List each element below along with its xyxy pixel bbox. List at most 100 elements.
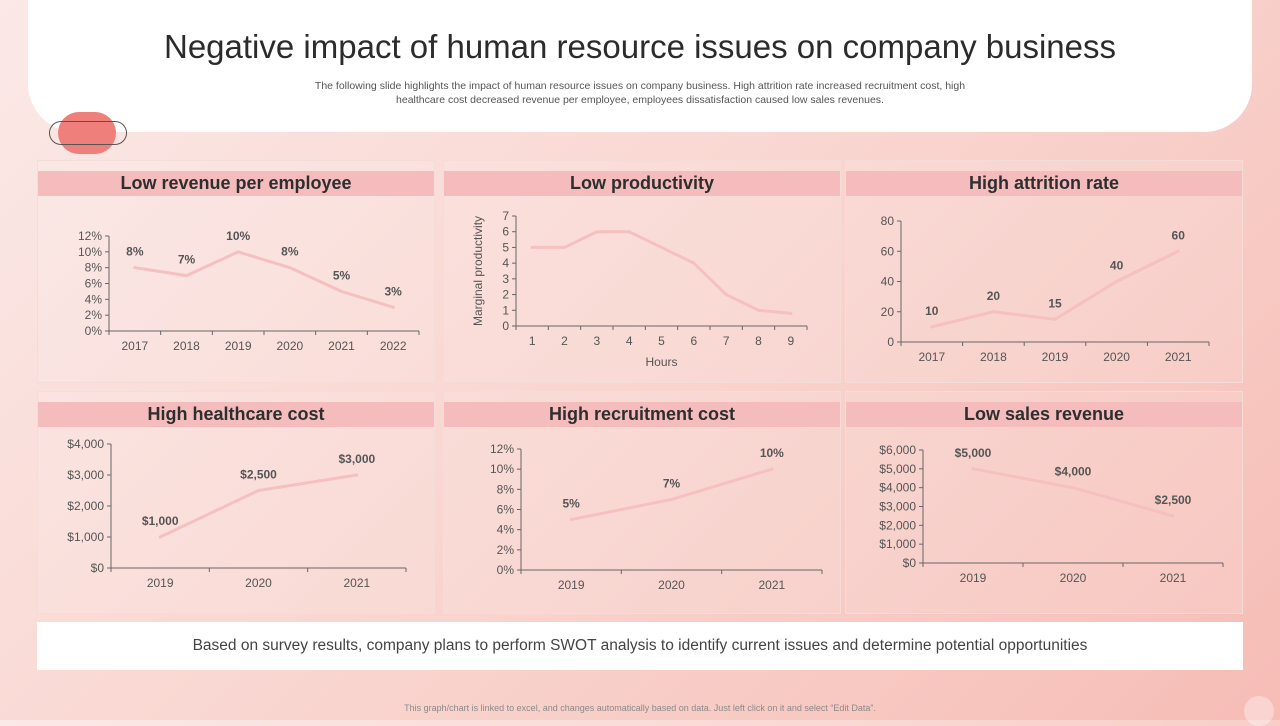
data-label: $3,000 <box>338 452 375 466</box>
x-tick-label: 2019 <box>1042 350 1069 364</box>
data-point <box>724 293 728 297</box>
chart-svg: 0 20 40 60 80 2017 2018 2019 2020 2021 10 20 15 40 60 <box>881 214 1210 364</box>
y-tick-label: 10% <box>490 462 514 476</box>
y-tick-label: 7 <box>502 209 509 223</box>
y-tick-label: $4,000 <box>879 481 916 495</box>
data-point <box>1071 486 1075 490</box>
data-label: 10 <box>925 304 939 318</box>
x-tick-label: 2019 <box>960 571 987 585</box>
data-label: $1,000 <box>142 514 179 528</box>
data-point <box>991 310 995 314</box>
chart-panel-healthcare: High healthcare cost $0 $1,000 $2,000 $3,00… <box>37 391 435 614</box>
data-label: 3% <box>384 284 402 298</box>
x-tick-label: 2019 <box>225 339 252 353</box>
series-line <box>530 230 793 315</box>
data-point <box>257 489 260 492</box>
y-tick-label: 5 <box>502 240 509 254</box>
chart-panel-revenue: Low revenue per employee 0% 2% 4% 6% 8% 10% 12… <box>37 160 435 383</box>
decorative-pill-outline <box>49 121 127 145</box>
data-point <box>670 497 673 501</box>
data-point <box>789 311 793 315</box>
header-card <box>28 0 1252 132</box>
data-label: 5% <box>333 268 351 282</box>
x-tick-label: 1 <box>529 334 536 348</box>
y-tick-label: $6,000 <box>879 443 916 457</box>
x-tick-label: 7 <box>723 334 730 348</box>
panel-title: High recruitment cost <box>444 402 840 427</box>
data-label: $5,000 <box>955 446 992 460</box>
data-label: 15 <box>1048 296 1062 310</box>
data-point <box>530 245 534 249</box>
y-tick-label: 1 <box>502 303 509 317</box>
data-point <box>1053 317 1057 321</box>
footnote: This graph/chart is linked to excel, and… <box>404 703 876 713</box>
data-label: 20 <box>987 289 1001 303</box>
y-tick-label: 8% <box>497 482 515 496</box>
data-label: 10% <box>226 229 250 243</box>
data-point <box>391 305 395 309</box>
data-label: 10% <box>760 446 784 460</box>
y-tick-label: $1,000 <box>67 530 104 544</box>
y-tick-label: 8% <box>85 261 103 275</box>
data-point <box>158 535 162 539</box>
y-tick-label: $0 <box>91 561 105 575</box>
chart-svg: $0 $1,000 $2,000 $3,000 $4,000 $5,000 $6,000 20… <box>879 443 1224 585</box>
y-tick-label: 80 <box>881 214 895 228</box>
x-tick-label: 2019 <box>147 576 174 590</box>
series-line <box>930 249 1180 329</box>
page-subtitle: The following slide highlights the impac… <box>314 80 966 106</box>
x-tick-label: 2020 <box>245 576 272 590</box>
data-point <box>133 266 137 270</box>
decorative-corner-dot <box>1244 696 1274 726</box>
x-tick-label: 2017 <box>121 339 148 353</box>
x-tick-label: 2021 <box>328 339 355 353</box>
data-point <box>770 467 774 471</box>
y-tick-label: $2,000 <box>879 518 916 532</box>
y-tick-label: 6 <box>502 225 509 239</box>
y-tick-label: $4,000 <box>67 437 104 451</box>
y-tick-label: $0 <box>903 556 917 570</box>
data-label: 40 <box>1110 259 1124 273</box>
x-tick-label: 2020 <box>1103 350 1130 364</box>
data-label: $4,000 <box>1055 465 1092 479</box>
y-tick-label: 10% <box>78 245 102 259</box>
data-label: 5% <box>562 497 580 511</box>
panel-title: Low revenue per employee <box>38 171 434 196</box>
decorative-blob <box>58 112 116 154</box>
y-tick-label: 2% <box>85 308 103 322</box>
data-point <box>563 245 566 249</box>
x-tick-label: 8 <box>755 334 762 348</box>
data-point <box>288 266 292 270</box>
chart-panel-sales: Low sales revenue $0 $1,000 $2,000 $3,000 $4… <box>845 391 1243 614</box>
data-point <box>1176 249 1180 253</box>
x-tick-label: 2020 <box>1060 571 1087 585</box>
data-label: 7% <box>178 253 196 267</box>
page-title: Negative impact of human resource issues… <box>164 28 1116 65</box>
data-point <box>627 230 631 234</box>
x-tick-label: 2019 <box>558 578 585 592</box>
x-tick-label: 4 <box>626 334 633 348</box>
chart-svg: 0% 2% 4%6% 8% 10% 12% 2017 2018 2019 2020 2021 2022… <box>78 229 420 353</box>
panel-title: High healthcare cost <box>38 402 434 427</box>
x-axis-title: Hours <box>645 355 677 369</box>
x-tick-label: 6 <box>690 334 697 348</box>
y-tick-label: 20 <box>881 305 895 319</box>
panel-title: High attrition rate <box>846 171 1242 196</box>
y-tick-label: 40 <box>881 275 895 289</box>
x-tick-label: 2018 <box>980 350 1007 364</box>
data-point <box>185 274 188 278</box>
data-label: 7% <box>663 476 681 490</box>
y-tick-label: 0 <box>502 319 509 333</box>
data-point <box>355 473 359 477</box>
data-point <box>971 467 975 471</box>
x-tick-label: 2021 <box>758 578 785 592</box>
y-tick-label: 0% <box>497 563 515 577</box>
chart-panel-attrition: High attrition rate 0 20 40 60 80 2017 2018 201… <box>845 160 1243 383</box>
data-point <box>236 250 240 254</box>
x-tick-label: 5 <box>658 334 665 348</box>
x-tick-label: 2022 <box>380 339 407 353</box>
y-tick-label: $3,000 <box>67 468 104 482</box>
x-tick-label: 3 <box>593 334 600 348</box>
y-tick-label: 12% <box>78 229 102 243</box>
